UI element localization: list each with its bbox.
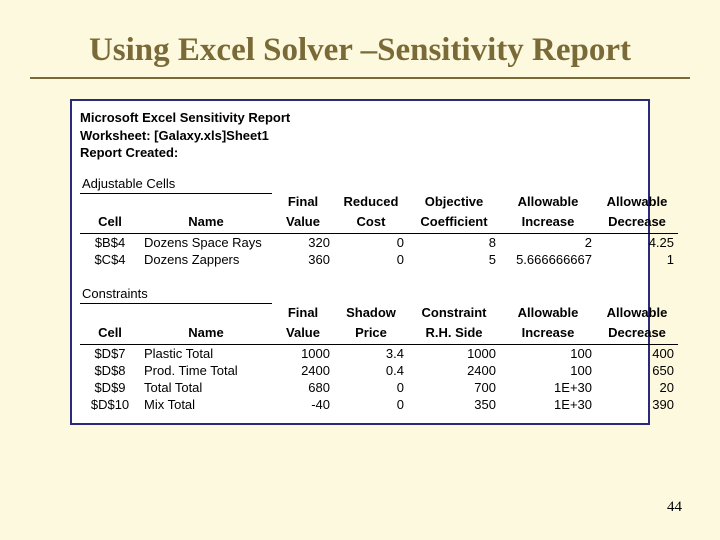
- val: 1E+30: [500, 379, 596, 396]
- col-final-a: Final: [272, 193, 334, 213]
- cell-name: Mix Total: [140, 396, 272, 413]
- val: 0.4: [334, 362, 408, 379]
- val: 1E+30: [500, 396, 596, 413]
- report-header-line1: Microsoft Excel Sensitivity Report: [80, 109, 636, 127]
- val: 0: [334, 234, 408, 252]
- report-header: Microsoft Excel Sensitivity Report Works…: [80, 109, 636, 162]
- val: 650: [596, 362, 678, 379]
- cell-ref: $D$7: [80, 344, 140, 362]
- val: 1000: [272, 344, 334, 362]
- adjustable-cells-label: Adjustable Cells: [82, 176, 636, 191]
- cell-ref: $D$10: [80, 396, 140, 413]
- cell-ref: $D$9: [80, 379, 140, 396]
- col-dec-a: Allowable: [596, 304, 678, 324]
- col-cell: Cell: [80, 304, 140, 344]
- cell-ref: $D$8: [80, 362, 140, 379]
- cell-name: Dozens Zappers: [140, 251, 272, 268]
- cell-name: Dozens Space Rays: [140, 234, 272, 252]
- col-inc-a: Allowable: [500, 193, 596, 213]
- val: 680: [272, 379, 334, 396]
- table-row: $D$8 Prod. Time Total 2400 0.4 2400 100 …: [80, 362, 678, 379]
- table-row: $D$10 Mix Total -40 0 350 1E+30 390: [80, 396, 678, 413]
- val: 1: [596, 251, 678, 268]
- val: 700: [408, 379, 500, 396]
- table-row: $B$4 Dozens Space Rays 320 0 8 2 4.25: [80, 234, 678, 252]
- col-shadow-a: Shadow: [334, 304, 408, 324]
- col-reduced-b: Cost: [334, 213, 408, 233]
- col-inc-a: Allowable: [500, 304, 596, 324]
- val: 5.666666667: [500, 251, 596, 268]
- table-row: $D$7 Plastic Total 1000 3.4 1000 100 400: [80, 344, 678, 362]
- val: 320: [272, 234, 334, 252]
- val: 0: [334, 379, 408, 396]
- col-dec-b: Decrease: [596, 213, 678, 233]
- val: -40: [272, 396, 334, 413]
- adjustable-cells-table: Cell Name Final Reduced Objective Allowa…: [80, 193, 678, 268]
- col-final-b: Value: [272, 324, 334, 344]
- slide-title: Using Excel Solver –Sensitivity Report: [30, 30, 690, 79]
- val: 390: [596, 396, 678, 413]
- col-dec-b: Decrease: [596, 324, 678, 344]
- col-inc-b: Increase: [500, 324, 596, 344]
- val: 2400: [272, 362, 334, 379]
- table-row: $C$4 Dozens Zappers 360 0 5 5.666666667 …: [80, 251, 678, 268]
- val: 8: [408, 234, 500, 252]
- report-header-line2: Worksheet: [Galaxy.xls]Sheet1: [80, 127, 636, 145]
- val: 1000: [408, 344, 500, 362]
- val: 350: [408, 396, 500, 413]
- col-cell: Cell: [80, 193, 140, 233]
- col-final-a: Final: [272, 304, 334, 324]
- col-obj-b: Coefficient: [408, 213, 500, 233]
- col-shadow-b: Price: [334, 324, 408, 344]
- report-header-line3: Report Created:: [80, 144, 636, 162]
- val: 2: [500, 234, 596, 252]
- constraints-table: Cell Name Final Shadow Constraint Allowa…: [80, 303, 678, 412]
- page-number: 44: [667, 499, 682, 516]
- cell-name: Prod. Time Total: [140, 362, 272, 379]
- col-obj-a: Objective: [408, 193, 500, 213]
- col-rhs-a: Constraint: [408, 304, 500, 324]
- cell-ref: $C$4: [80, 251, 140, 268]
- table-row: $D$9 Total Total 680 0 700 1E+30 20: [80, 379, 678, 396]
- col-final-b: Value: [272, 213, 334, 233]
- constraints-label: Constraints: [82, 286, 636, 301]
- cell-name: Total Total: [140, 379, 272, 396]
- val: 400: [596, 344, 678, 362]
- col-name: Name: [140, 304, 272, 344]
- val: 20: [596, 379, 678, 396]
- col-dec-a: Allowable: [596, 193, 678, 213]
- val: 0: [334, 251, 408, 268]
- val: 0: [334, 396, 408, 413]
- val: 100: [500, 362, 596, 379]
- col-reduced-a: Reduced: [334, 193, 408, 213]
- col-name: Name: [140, 193, 272, 233]
- cell-name: Plastic Total: [140, 344, 272, 362]
- val: 5: [408, 251, 500, 268]
- cell-ref: $B$4: [80, 234, 140, 252]
- val: 4.25: [596, 234, 678, 252]
- col-inc-b: Increase: [500, 213, 596, 233]
- val: 100: [500, 344, 596, 362]
- col-rhs-b: R.H. Side: [408, 324, 500, 344]
- sensitivity-report: Microsoft Excel Sensitivity Report Works…: [70, 99, 650, 424]
- val: 2400: [408, 362, 500, 379]
- val: 3.4: [334, 344, 408, 362]
- val: 360: [272, 251, 334, 268]
